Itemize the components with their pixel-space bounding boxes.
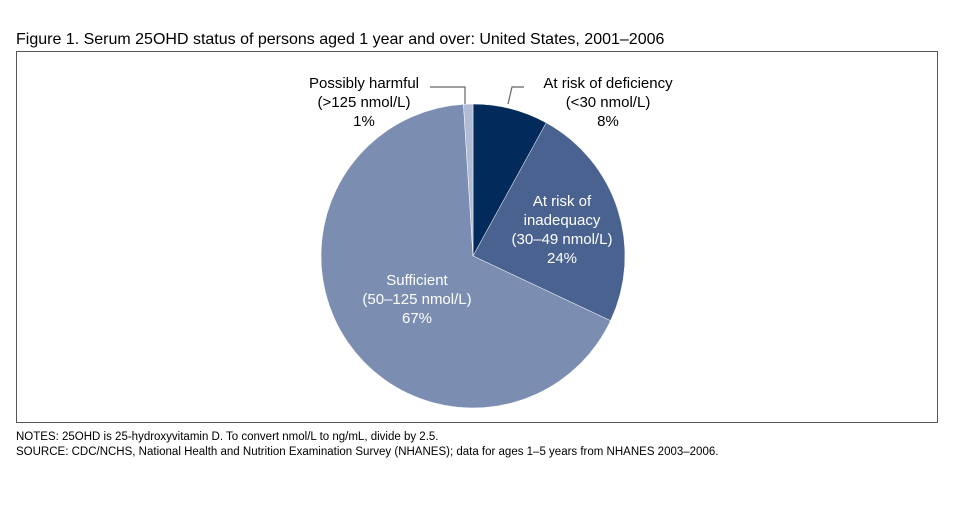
label-text: inadequacy xyxy=(523,212,601,229)
slice-label-sufficient: Sufficient (50–125 nmol/L) 67% xyxy=(362,271,471,328)
pie-slice-at-risk-of-inadequacy xyxy=(472,122,626,322)
slice-label-harmful-text: Possibly harmful (>125 nmol/L) 1% xyxy=(309,74,419,131)
label-range: (<30 nmol/L) xyxy=(565,94,651,111)
label-text: Sufficient xyxy=(386,272,448,289)
source-text: SOURCE: CDC/NCHS, National Health and Nu… xyxy=(16,446,719,458)
leader-line-harmful xyxy=(430,86,466,104)
pie-slice-sufficient xyxy=(320,104,611,409)
slice-label-inadequacy: At risk of inadequacy (30–49 nmol/L) 24% xyxy=(512,192,613,268)
label-value: 24% xyxy=(546,250,578,267)
chart-frame xyxy=(16,51,938,423)
slice-label-deficiency: At risk of deficiency (<30 nmol/L) 8% xyxy=(543,74,672,131)
label-text: At risk of deficiency xyxy=(543,75,673,92)
label-value: 1% xyxy=(353,113,375,130)
label-value: 8% xyxy=(597,113,619,130)
label-text: At risk of xyxy=(532,193,592,210)
notes: NOTES: 25OHD is 25-hydroxyvitamin D. To … xyxy=(16,430,736,460)
label-range: (30–49 nmol/L) xyxy=(511,231,613,248)
label-value: 67% xyxy=(401,310,433,327)
pie-slice-possibly-harmful xyxy=(463,103,474,257)
leader-line-deficiency xyxy=(507,86,524,105)
label-text: Possibly harmful xyxy=(308,75,420,92)
notes-text: NOTES: 25OHD is 25-hydroxyvitamin D. To … xyxy=(16,431,439,443)
label-range: (>125 nmol/L) xyxy=(317,94,411,111)
chart-title: Figure 1. Serum 25OHD status of persons … xyxy=(16,31,665,48)
label-range: (50–125 nmol/L) xyxy=(362,291,472,308)
